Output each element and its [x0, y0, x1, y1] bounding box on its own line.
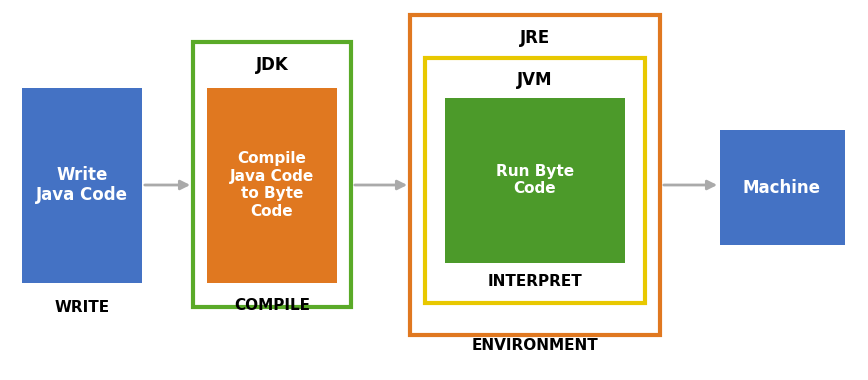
Text: WRITE: WRITE	[55, 301, 109, 315]
Text: COMPILE: COMPILE	[234, 298, 310, 312]
Text: INTERPRET: INTERPRET	[488, 274, 582, 290]
Bar	[720, 130, 845, 245]
Text: JDK: JDK	[255, 56, 288, 74]
Bar	[22, 88, 142, 283]
Bar	[193, 42, 351, 307]
Text: Write
Java Code: Write Java Code	[36, 166, 128, 204]
Text: Machine: Machine	[743, 179, 821, 197]
Text: Compile
Java Code
to Byte
Code: Compile Java Code to Byte Code	[230, 151, 314, 218]
Text: JVM: JVM	[517, 71, 553, 89]
Bar	[425, 58, 645, 303]
Text: ENVIRONMENT: ENVIRONMENT	[471, 337, 598, 353]
Text: JRE: JRE	[520, 29, 550, 47]
Text: Run Byte
Code: Run Byte Code	[496, 164, 574, 196]
Bar	[445, 98, 625, 263]
Bar	[207, 88, 337, 283]
Bar	[410, 15, 660, 335]
